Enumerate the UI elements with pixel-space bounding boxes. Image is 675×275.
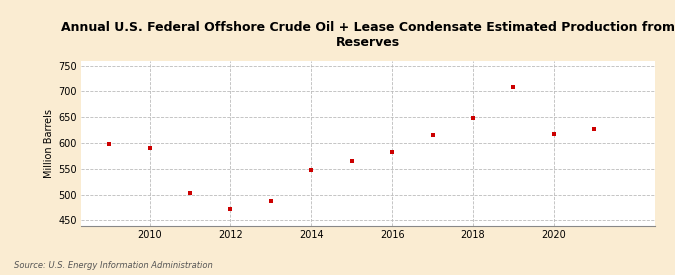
Y-axis label: Million Barrels: Million Barrels <box>44 109 54 177</box>
Text: Source: U.S. Energy Information Administration: Source: U.S. Energy Information Administ… <box>14 260 212 270</box>
Title: Annual U.S. Federal Offshore Crude Oil + Lease Condensate Estimated Production f: Annual U.S. Federal Offshore Crude Oil +… <box>61 21 675 50</box>
